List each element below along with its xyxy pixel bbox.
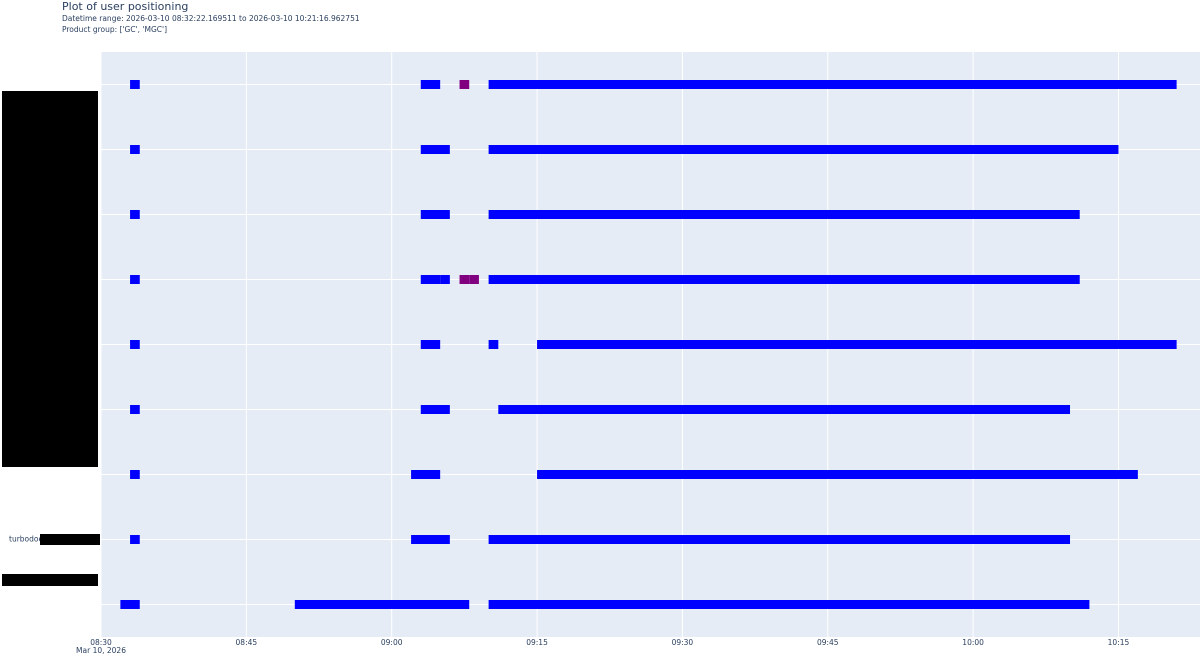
segment	[488, 600, 1090, 609]
segment	[420, 80, 441, 89]
segment	[488, 145, 1119, 154]
x-tick-label: 09:15	[526, 638, 548, 647]
segment	[488, 210, 1080, 219]
overlay	[40, 534, 100, 545]
segment	[130, 145, 140, 154]
segment	[130, 210, 140, 219]
segment	[488, 80, 1177, 89]
segment	[420, 210, 450, 219]
segment	[420, 145, 450, 154]
x-tick-label: 10:00	[962, 638, 984, 647]
segment	[420, 275, 441, 284]
segment	[459, 275, 470, 284]
redaction	[40, 534, 100, 545]
segment	[130, 80, 140, 89]
marks	[120, 80, 1177, 609]
subtitle: Datetime range: 2026-03-10 08:32:22.1695…	[62, 14, 360, 23]
y-tick-label: turbodoes	[9, 535, 47, 544]
segment	[488, 275, 1080, 284]
segment	[459, 80, 470, 89]
x-tick-label: 10:15	[1108, 638, 1130, 647]
segment	[130, 535, 140, 544]
segment	[488, 535, 1071, 544]
redaction	[2, 91, 98, 467]
x-axis-date: Mar 10, 2026	[76, 646, 126, 655]
segment	[411, 470, 441, 479]
chart-title: Plot of user positioning	[62, 0, 188, 13]
segment	[420, 340, 441, 349]
segment	[294, 600, 470, 609]
x-tick-label: 08:30	[90, 638, 112, 647]
segment	[498, 405, 1071, 414]
segment	[120, 600, 140, 609]
segment	[537, 470, 1138, 479]
x-tick-label: 09:45	[817, 638, 839, 647]
x-tick-label: 08:45	[236, 638, 258, 647]
segment	[130, 340, 140, 349]
segment	[411, 535, 450, 544]
x-tick-label: 09:30	[672, 638, 694, 647]
redaction	[2, 574, 98, 586]
segment	[488, 340, 499, 349]
segment	[537, 340, 1177, 349]
segment	[469, 275, 479, 284]
segment	[440, 275, 450, 284]
segment	[130, 275, 140, 284]
x-tick-label: 09:00	[381, 638, 403, 647]
segment	[130, 405, 140, 414]
segment	[420, 405, 450, 414]
segment	[130, 470, 140, 479]
note: Product group: ['GC', 'MGC']	[62, 25, 167, 34]
